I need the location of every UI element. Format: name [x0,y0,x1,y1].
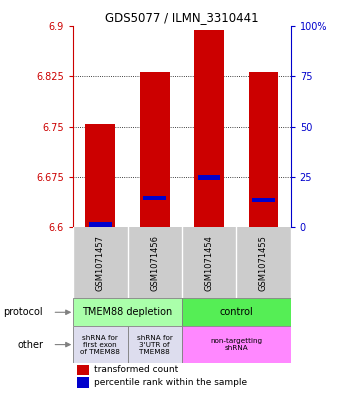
Bar [194,30,224,228]
Title: GDS5077 / ILMN_3310441: GDS5077 / ILMN_3310441 [105,11,259,24]
Text: other: other [17,340,43,350]
Bar [73,327,128,363]
Text: protocol: protocol [3,307,43,317]
Text: shRNA for
first exon
of TMEM88: shRNA for first exon of TMEM88 [80,334,120,354]
Bar [249,72,278,228]
Text: shRNA for
3'UTR of
TMEM88: shRNA for 3'UTR of TMEM88 [137,334,173,354]
Bar [73,298,182,327]
Text: non-targetting
shRNA: non-targetting shRNA [210,338,262,351]
Text: GSM1071456: GSM1071456 [150,235,159,291]
Text: percentile rank within the sample: percentile rank within the sample [94,378,247,387]
Text: transformed count: transformed count [94,365,178,375]
Text: GSM1071455: GSM1071455 [259,235,268,291]
Bar [143,195,166,200]
Bar [89,222,112,227]
Bar [128,327,182,363]
Bar [85,125,115,228]
Text: control: control [219,307,253,317]
Bar [78,377,89,388]
Text: GSM1071457: GSM1071457 [96,235,105,291]
Bar [182,298,291,327]
Bar [140,72,170,228]
Text: TMEM88 depletion: TMEM88 depletion [82,307,173,317]
Bar [198,175,220,180]
Bar [252,198,275,202]
Bar [182,327,291,363]
Text: GSM1071454: GSM1071454 [205,235,214,291]
Bar [78,365,89,375]
